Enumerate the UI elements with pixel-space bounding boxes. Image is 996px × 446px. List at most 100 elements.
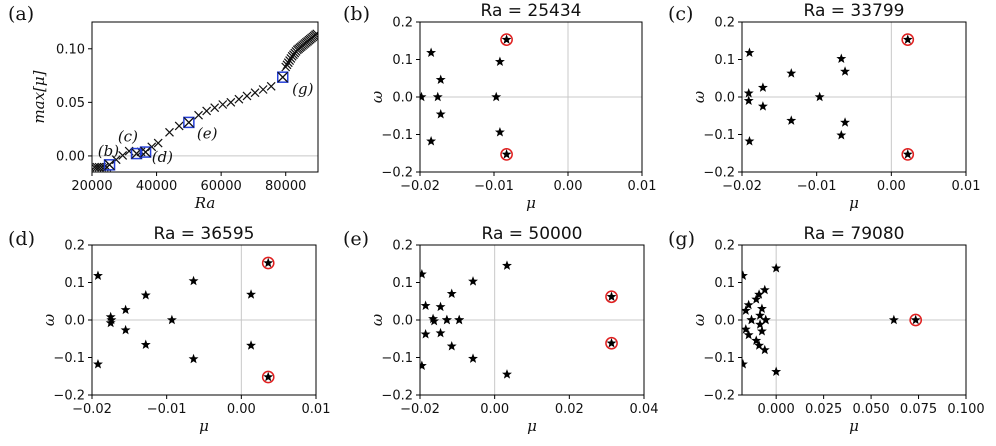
data-point-x — [283, 58, 293, 68]
eigenvalue-star — [263, 371, 274, 382]
case-annotation: (e) — [197, 124, 218, 142]
x-axis-label: μ — [849, 194, 859, 212]
y-tick-label: 0.10 — [56, 42, 85, 57]
eigenvalue-star — [188, 275, 199, 286]
data-point-x — [147, 142, 157, 152]
leading-eigenvalue-circle — [605, 290, 618, 304]
eigenvalue-star — [454, 314, 465, 325]
y-tick-label: 0.2 — [714, 16, 735, 31]
leading-eigenvalue-circle — [605, 336, 618, 350]
eigenvalue-star — [606, 291, 617, 301]
eigenvalue-star — [432, 91, 443, 102]
y-tick-label: 0.1 — [714, 276, 735, 291]
eigenvalue-star — [742, 324, 751, 334]
panel-g: 0.000 0.025 0.050 0.075 0.100 −0.2 −0.1 0.0 0.1 0… — [668, 224, 985, 435]
panel-label: (d) — [8, 228, 35, 250]
selected-case-box — [130, 147, 143, 160]
eigenvalue-star — [491, 91, 502, 102]
eigenvalue-star — [140, 339, 151, 349]
x-tick-label: 0.01 — [302, 402, 331, 417]
y-tick-label: −0.2 — [703, 389, 735, 404]
eigenvalue-star — [606, 338, 617, 348]
data-point-x — [202, 106, 212, 116]
eigenvalue-star — [910, 314, 921, 325]
x-tick-label: 0.01 — [952, 179, 981, 194]
eigenvalue-star — [771, 263, 782, 273]
eigenvalue-star — [751, 294, 762, 304]
y-tick-label: 0.1 — [392, 53, 413, 68]
eigenvalue-star — [836, 53, 847, 63]
case-annotation: (g) — [292, 80, 313, 98]
leading-eigenvalue-circle — [261, 370, 275, 384]
x-tick-label: 0.01 — [628, 179, 657, 194]
x-tick-label: −0.01 — [797, 179, 837, 194]
eigenvalue-star — [743, 95, 754, 105]
eigenvalue-star — [435, 74, 446, 84]
eigenvalue-star — [746, 314, 757, 325]
x-tick-label: 0.000 — [758, 402, 795, 417]
y-tick-label: 0.0 — [392, 91, 413, 106]
data-point-x — [118, 150, 128, 160]
panel-d: −0.02 −0.01 0.00 0.01 −0.2 −0.1 0.0 0.1 0.2 μ ω Ra … — [8, 224, 330, 435]
eigenvalue-star — [446, 288, 457, 298]
leading-eigenvalue-circle — [901, 148, 915, 161]
eigenvalue-star — [756, 326, 767, 336]
eigenvalue-star — [188, 353, 199, 364]
x-tick-label: 0.00 — [480, 402, 509, 417]
chart-title: Ra = 79080 — [804, 224, 905, 244]
eigenvalue-star — [429, 315, 440, 326]
eigenvalue-star — [786, 68, 797, 78]
y-tick-label: 0.2 — [392, 239, 413, 254]
x-tick-label: 80000 — [265, 179, 306, 194]
y-axis-label: ω — [40, 314, 58, 326]
eigenvalue-star — [902, 149, 913, 159]
eigenvalue-star — [759, 284, 770, 295]
leading-eigenvalue-circle — [500, 148, 513, 161]
eigenvalue-star — [786, 115, 797, 125]
x-tick-label: 0.00 — [877, 179, 906, 194]
eigenvalue-star — [441, 314, 452, 325]
eigenvalue-star — [742, 305, 751, 315]
x-tick-label: 20000 — [71, 179, 112, 194]
x-tick-label: 0.050 — [852, 402, 889, 417]
eigenvalue-star — [435, 109, 446, 119]
selected-case-box — [103, 159, 116, 171]
y-axis-label: ω — [690, 91, 708, 103]
data-point-x — [286, 54, 296, 63]
data-point-x — [242, 91, 252, 101]
data-point-x — [226, 97, 236, 107]
eigenvalue-star — [166, 314, 177, 325]
eigenvalue-star — [420, 269, 427, 279]
eigenvalue-star — [836, 130, 847, 140]
chart-title: Ra = 25434 — [481, 1, 582, 21]
eigenvalue-star — [420, 329, 431, 339]
x-tick-label: 0.00 — [227, 402, 256, 417]
selected-case-box — [139, 146, 152, 158]
x-axis-label: μ — [849, 417, 859, 435]
y-axis-label: max[μ] — [30, 70, 48, 123]
y-axis-label: ω — [690, 314, 708, 326]
eigenvalue-star — [468, 276, 478, 286]
leading-eigenvalue-circle — [500, 33, 513, 46]
panel-a: 20000 40000 60000 80000 0.00 0.05 0.10 Ra max[μ]… — [8, 3, 319, 212]
eigenvalue-star — [428, 313, 439, 324]
plot-area — [93, 256, 275, 384]
data-point-x — [282, 60, 292, 70]
x-tick-label: 40000 — [136, 179, 177, 194]
selected-case-x — [277, 71, 289, 83]
eigenvalue-star — [420, 360, 427, 370]
eigenvalue-star — [888, 314, 899, 325]
x-tick-label: −0.02 — [72, 402, 112, 417]
y-tick-label: 0.0 — [714, 91, 735, 106]
eigenvalue-star — [426, 136, 437, 146]
eigenvalue-star — [757, 82, 768, 92]
y-tick-label: 0.1 — [392, 276, 413, 291]
y-tick-label: 0.1 — [714, 53, 735, 68]
data-point-x — [194, 110, 203, 120]
data-point-x — [266, 81, 276, 91]
y-tick-label: −0.2 — [381, 389, 413, 404]
y-tick-label: 0.2 — [64, 239, 85, 254]
eigenvalue-star — [105, 311, 116, 322]
y-tick-label: −0.1 — [53, 351, 85, 366]
y-tick-label: 0.0 — [64, 314, 85, 329]
